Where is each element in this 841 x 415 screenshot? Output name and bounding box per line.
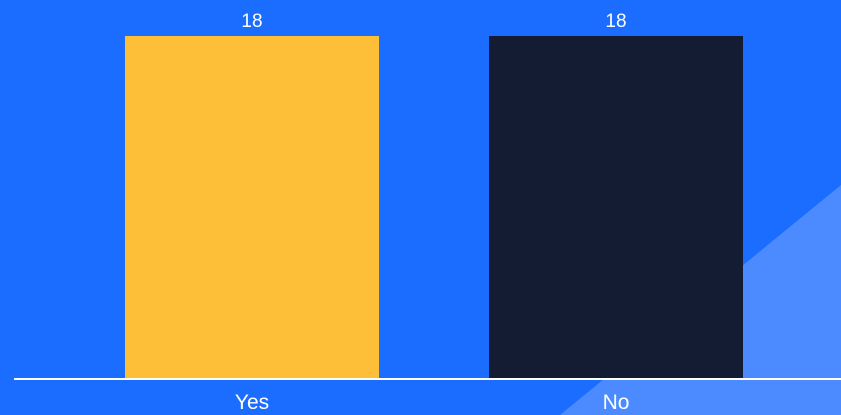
value-label-no: 18 [605,11,626,32]
bar-yes [125,36,379,379]
value-labels-group: 18 18 [241,11,626,32]
bars-group [125,36,743,379]
value-label-yes: 18 [241,11,262,32]
category-label-no: No [603,391,630,414]
category-labels-group: Yes No [235,391,630,414]
category-label-yes: Yes [235,391,269,414]
bar-no [489,36,743,379]
